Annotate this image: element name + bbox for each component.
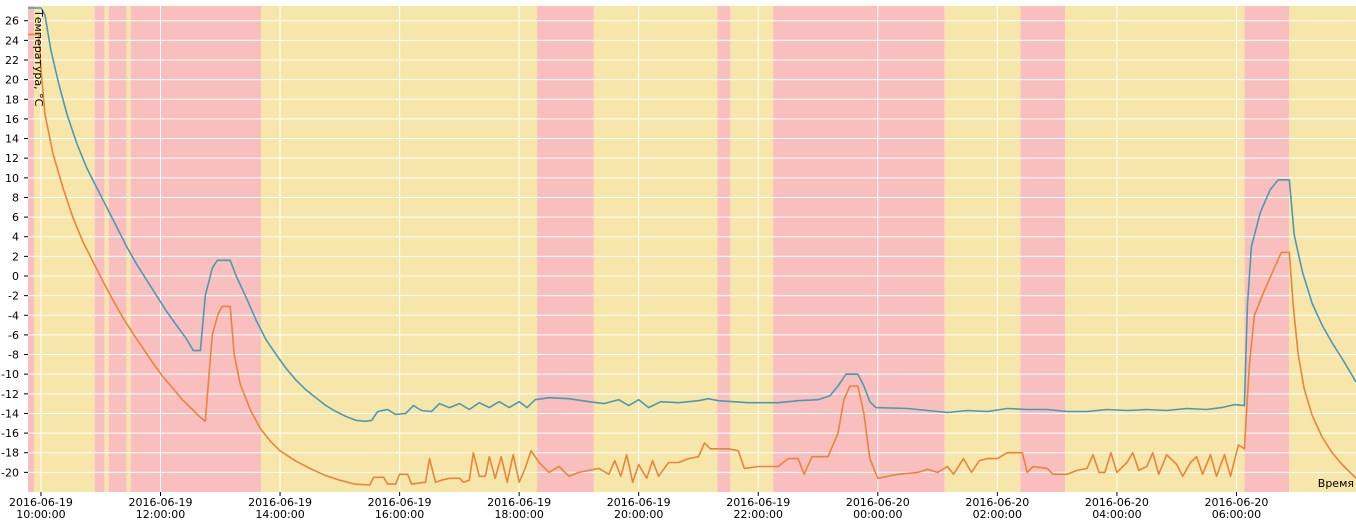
y-tick-label-13: 6 [12, 211, 19, 224]
y-tick-label-8: -4 [8, 309, 19, 322]
band-11 [730, 6, 774, 492]
x-axis-ticks: 2016-06-1910:00:002016-06-1912:00:002016… [9, 492, 1268, 521]
y-tick-label-11: 2 [12, 250, 19, 263]
x-tick-date-1: 2016-06-19 [129, 496, 193, 509]
x-tick-time-7: 00:00:00 [853, 508, 902, 521]
y-tick-label-19: 18 [5, 93, 19, 106]
band-3 [104, 6, 109, 492]
x-tick-date-3: 2016-06-19 [368, 496, 432, 509]
x-tick-time-8: 02:00:00 [973, 508, 1022, 521]
band-10 [717, 6, 731, 492]
y-tick-label-12: 4 [12, 231, 19, 244]
y-tick-label-7: -6 [8, 329, 19, 342]
x-tick-date-7: 2016-06-20 [846, 496, 910, 509]
state-bands [28, 6, 1356, 492]
x-tick-date-6: 2016-06-19 [726, 496, 790, 509]
y-tick-label-16: 12 [5, 152, 19, 165]
x-tick-time-3: 16:00:00 [375, 508, 424, 521]
y-tick-label-9: -2 [8, 290, 19, 303]
series-line-1 [28, 7, 1356, 423]
band-1 [33, 6, 95, 492]
band-8 [537, 6, 594, 492]
band-12 [773, 6, 945, 492]
x-tick-date-5: 2016-06-19 [607, 496, 671, 509]
y-axis-ticks: -20-18-16-14-12-10-8-6-4-202468101214161… [1, 15, 28, 479]
band-13 [944, 6, 1021, 492]
x-tick-time-9: 04:00:00 [1092, 508, 1141, 521]
y-tick-label-4: -12 [1, 388, 19, 401]
band-0 [28, 6, 34, 492]
y-tick-label-5: -10 [1, 368, 19, 381]
y-tick-label-0: -20 [1, 466, 19, 479]
y-tick-label-23: 26 [5, 15, 19, 28]
x-tick-time-1: 12:00:00 [136, 508, 185, 521]
series-line-2 [28, 33, 1356, 486]
x-tick-time-5: 20:00:00 [614, 508, 663, 521]
x-axis-label: Время [1318, 477, 1354, 490]
x-tick-date-0: 2016-06-19 [9, 496, 73, 509]
y-tick-label-3: -14 [1, 407, 19, 420]
x-tick-date-9: 2016-06-20 [1085, 496, 1149, 509]
y-tick-label-15: 10 [5, 172, 19, 185]
band-17 [1289, 6, 1356, 492]
x-tick-time-10: 06:00:00 [1212, 508, 1261, 521]
y-tick-label-6: -8 [8, 349, 19, 362]
band-14 [1020, 6, 1066, 492]
band-9 [593, 6, 718, 492]
x-tick-date-10: 2016-06-20 [1204, 496, 1268, 509]
y-axis-label: Температура, °C [32, 9, 45, 107]
y-tick-label-20: 20 [5, 74, 19, 87]
band-2 [94, 6, 105, 492]
grid-lines [28, 6, 1356, 492]
x-tick-date-8: 2016-06-20 [965, 496, 1029, 509]
x-tick-time-0: 10:00:00 [16, 508, 65, 521]
y-tick-label-18: 16 [5, 113, 19, 126]
y-tick-label-21: 22 [5, 54, 19, 67]
y-tick-label-17: 14 [5, 133, 19, 146]
band-6 [130, 6, 262, 492]
y-tick-label-1: -18 [1, 447, 19, 460]
x-tick-date-2: 2016-06-19 [248, 496, 312, 509]
band-15 [1065, 6, 1245, 492]
x-tick-time-6: 22:00:00 [734, 508, 783, 521]
series-lines [28, 7, 1356, 486]
x-tick-time-4: 18:00:00 [494, 508, 543, 521]
band-4 [108, 6, 127, 492]
y-tick-label-2: -16 [1, 427, 19, 440]
y-tick-label-14: 8 [12, 191, 19, 204]
x-tick-time-2: 14:00:00 [255, 508, 304, 521]
x-tick-date-4: 2016-06-19 [487, 496, 551, 509]
y-tick-label-22: 24 [5, 34, 19, 47]
y-tick-label-10: 0 [12, 270, 19, 283]
